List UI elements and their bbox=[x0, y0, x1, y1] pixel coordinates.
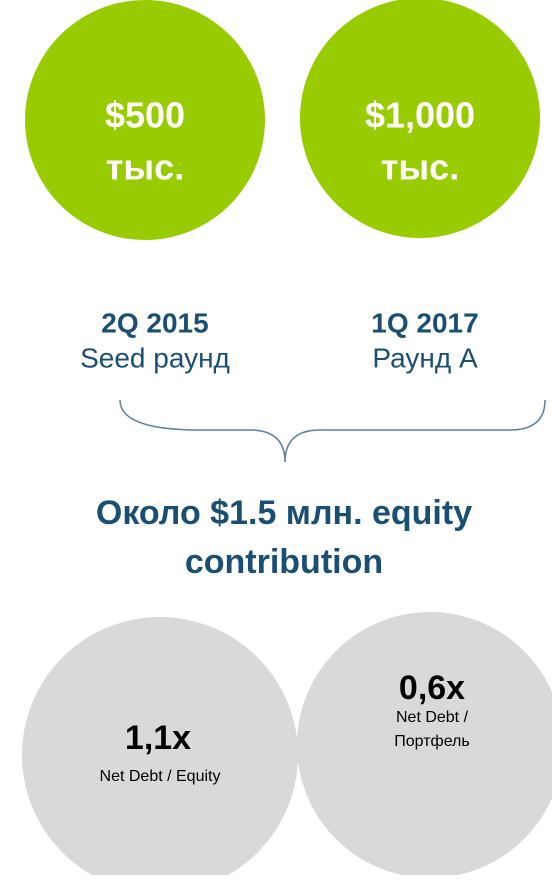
summary-line: contribution bbox=[185, 543, 383, 581]
round-date: 2Q 2015 bbox=[101, 307, 208, 338]
ratio-value: 1,1x bbox=[125, 719, 191, 757]
round-circle bbox=[25, 0, 265, 240]
round-name: Seed раунд bbox=[80, 342, 230, 373]
ratio-value: 0,6x bbox=[399, 669, 465, 707]
brace bbox=[119, 399, 546, 463]
summary-line: Около $1.5 млн. equity bbox=[96, 494, 472, 532]
ratio-circle bbox=[297, 612, 552, 878]
round-unit: тыс. bbox=[106, 147, 184, 188]
round-name: Раунд A bbox=[372, 342, 478, 373]
round-circle bbox=[300, 0, 540, 238]
ratio-label: Портфель bbox=[394, 733, 469, 750]
round-unit: тыс. bbox=[381, 147, 459, 188]
round-amount: $500 bbox=[105, 95, 185, 136]
ratio-label: Net Debt / Equity bbox=[100, 768, 221, 785]
round-amount: $1,000 bbox=[365, 95, 475, 136]
round-date: 1Q 2017 bbox=[371, 307, 478, 338]
ratio-circle bbox=[22, 617, 298, 880]
ratio-label: Net Debt / bbox=[396, 709, 469, 726]
